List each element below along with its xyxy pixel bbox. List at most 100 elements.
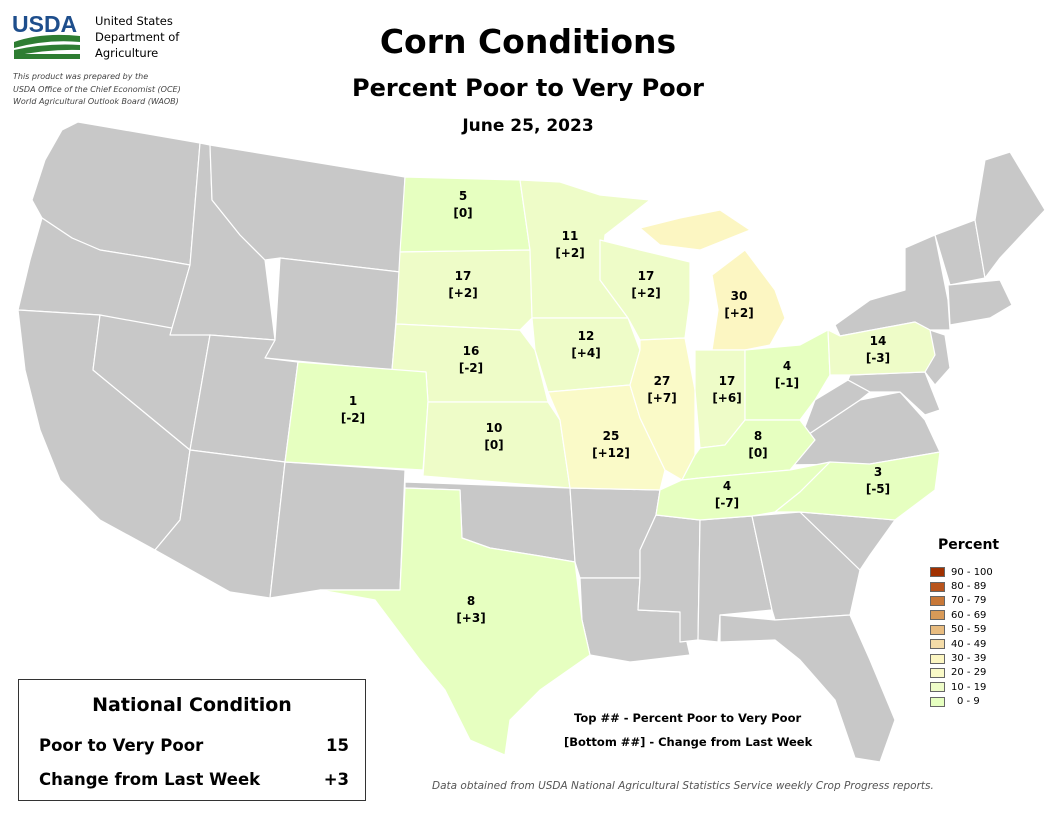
state-value-tn: 4 [723, 479, 731, 493]
legend-label: 80 - 89 [951, 581, 987, 593]
state-change-co: [-2] [341, 411, 365, 425]
state-change-wi: [+2] [631, 286, 660, 300]
legend-item: 20 - 29 [930, 666, 993, 680]
legend-item: 70 - 79 [930, 594, 993, 608]
legend-item: 80 - 89 [930, 579, 993, 593]
state-value-wi: 17 [638, 269, 655, 283]
state-change-il: [+7] [647, 391, 676, 405]
note-bottom-label: [Bottom ##] - Change from Last Week [564, 735, 813, 749]
state-change-tn: [-7] [715, 496, 739, 510]
map-date: June 25, 2023 [462, 116, 594, 136]
legend-swatch [930, 696, 945, 707]
state-md-de [847, 371, 941, 416]
state-value-ks: 10 [486, 421, 503, 435]
state-change-ks: [0] [484, 438, 503, 452]
legend-swatch [930, 595, 945, 606]
legend-title: Percent [938, 537, 1000, 553]
state-value-oh: 4 [783, 359, 791, 373]
state-change-ne: [-2] [459, 361, 483, 375]
legend-label: 0 - 9 [957, 696, 980, 708]
national-poor-label: Poor to Very Poor [39, 736, 204, 755]
legend-swatch [930, 653, 945, 664]
state-value-mi: 30 [731, 289, 748, 303]
legend-item: 30 - 39 [930, 651, 993, 665]
state-change-mi: [+2] [724, 306, 753, 320]
state-change-tx: [+3] [456, 611, 485, 625]
legend-swatch [930, 682, 945, 693]
legend-swatch [930, 639, 945, 650]
state-change-sd: [+2] [448, 286, 477, 300]
state-value-ne: 16 [463, 344, 480, 358]
department-name: United States Department of Agriculture [95, 13, 179, 61]
national-condition-box: National Condition Poor to Very Poor 15 … [18, 679, 366, 801]
state-nm [269, 461, 406, 599]
state-value-ia: 12 [578, 329, 595, 343]
org-line-3: Agriculture [95, 46, 159, 60]
legend-label: 60 - 69 [951, 609, 987, 621]
legend-item: 60 - 69 [930, 608, 993, 622]
state-pa [827, 321, 936, 376]
state-change-in: [+6] [712, 391, 741, 405]
national-poor-value: 15 [326, 736, 349, 755]
legend-swatch [930, 667, 945, 678]
state-value-mn: 11 [562, 229, 579, 243]
state-change-mo: [+12] [592, 446, 630, 460]
state-value-sd: 17 [455, 269, 472, 283]
state-wy [264, 257, 401, 371]
state-ma-ct-ri [947, 279, 1013, 326]
state-value-il: 27 [654, 374, 671, 388]
legend-swatch [930, 567, 945, 578]
state-value-pa: 14 [870, 334, 887, 348]
map-title: Corn Conditions [379, 22, 677, 61]
state-value-in: 17 [719, 374, 736, 388]
prepared-line-3: World Agricultural Outlook Board (WAOB) [13, 97, 179, 106]
legend-item: 40 - 49 [930, 637, 993, 651]
state-fl [719, 614, 896, 763]
data-source-note: Data obtained from USDA National Agricul… [432, 780, 934, 792]
reporting-states [284, 176, 941, 756]
usda-logo-text: USDA [12, 12, 77, 37]
national-change-label: Change from Last Week [39, 770, 261, 789]
state-change-nd: [0] [453, 206, 472, 220]
state-il [629, 337, 696, 481]
state-change-ky: [0] [748, 446, 767, 460]
legend-label: 20 - 29 [951, 667, 987, 679]
state-mi-up [639, 209, 751, 251]
legend-item: 10 - 19 [930, 680, 993, 694]
state-change-mn: [+2] [555, 246, 584, 260]
legend: 90 - 100 80 - 89 70 - 79 60 - 69 50 - 59 40 -… [930, 565, 993, 709]
prepared-line-1: This product was prepared by the [13, 72, 149, 81]
state-ny [834, 234, 951, 337]
state-me [974, 151, 1046, 279]
state-change-pa: [-3] [866, 351, 890, 365]
state-mi [711, 249, 786, 351]
state-value-labels: 5 [0] 17 [+2] 16 [-2] 10 [0] 1 [-2] 8 [+3] 11 [+2] 12 [… [341, 189, 890, 625]
state-value-tx: 8 [467, 594, 475, 608]
legend-swatch [930, 624, 945, 635]
note-top-label: Top ## - Percent Poor to Very Poor [574, 711, 802, 725]
map-subtitle: Percent Poor to Very Poor [352, 74, 704, 102]
usda-logo: USDA [12, 12, 80, 59]
state-value-mo: 25 [603, 429, 620, 443]
prepared-line-2: USDA Office of the Chief Economist (OCE) [13, 84, 181, 94]
org-line-2: Department of [95, 30, 180, 44]
legend-label: 40 - 49 [951, 638, 987, 650]
state-change-nc: [-5] [866, 482, 890, 496]
state-value-nc: 3 [874, 465, 882, 479]
state-change-oh: [-1] [775, 376, 799, 390]
state-sd [395, 249, 533, 331]
legend-label: 90 - 100 [951, 566, 993, 578]
legend-label: 10 - 19 [951, 681, 987, 693]
national-condition-title: National Condition [92, 694, 292, 716]
non-reporting-states [17, 121, 1046, 763]
state-nc [774, 451, 941, 521]
state-value-nd: 5 [459, 189, 467, 203]
state-value-ky: 8 [754, 429, 762, 443]
legend-item: 90 - 100 [930, 565, 993, 579]
legend-label: 70 - 79 [951, 595, 987, 607]
legend-label: 50 - 59 [951, 624, 987, 636]
legend-item: 0 - 9 [930, 695, 993, 709]
national-change-value: +3 [323, 770, 349, 789]
legend-item: 50 - 59 [930, 623, 993, 637]
